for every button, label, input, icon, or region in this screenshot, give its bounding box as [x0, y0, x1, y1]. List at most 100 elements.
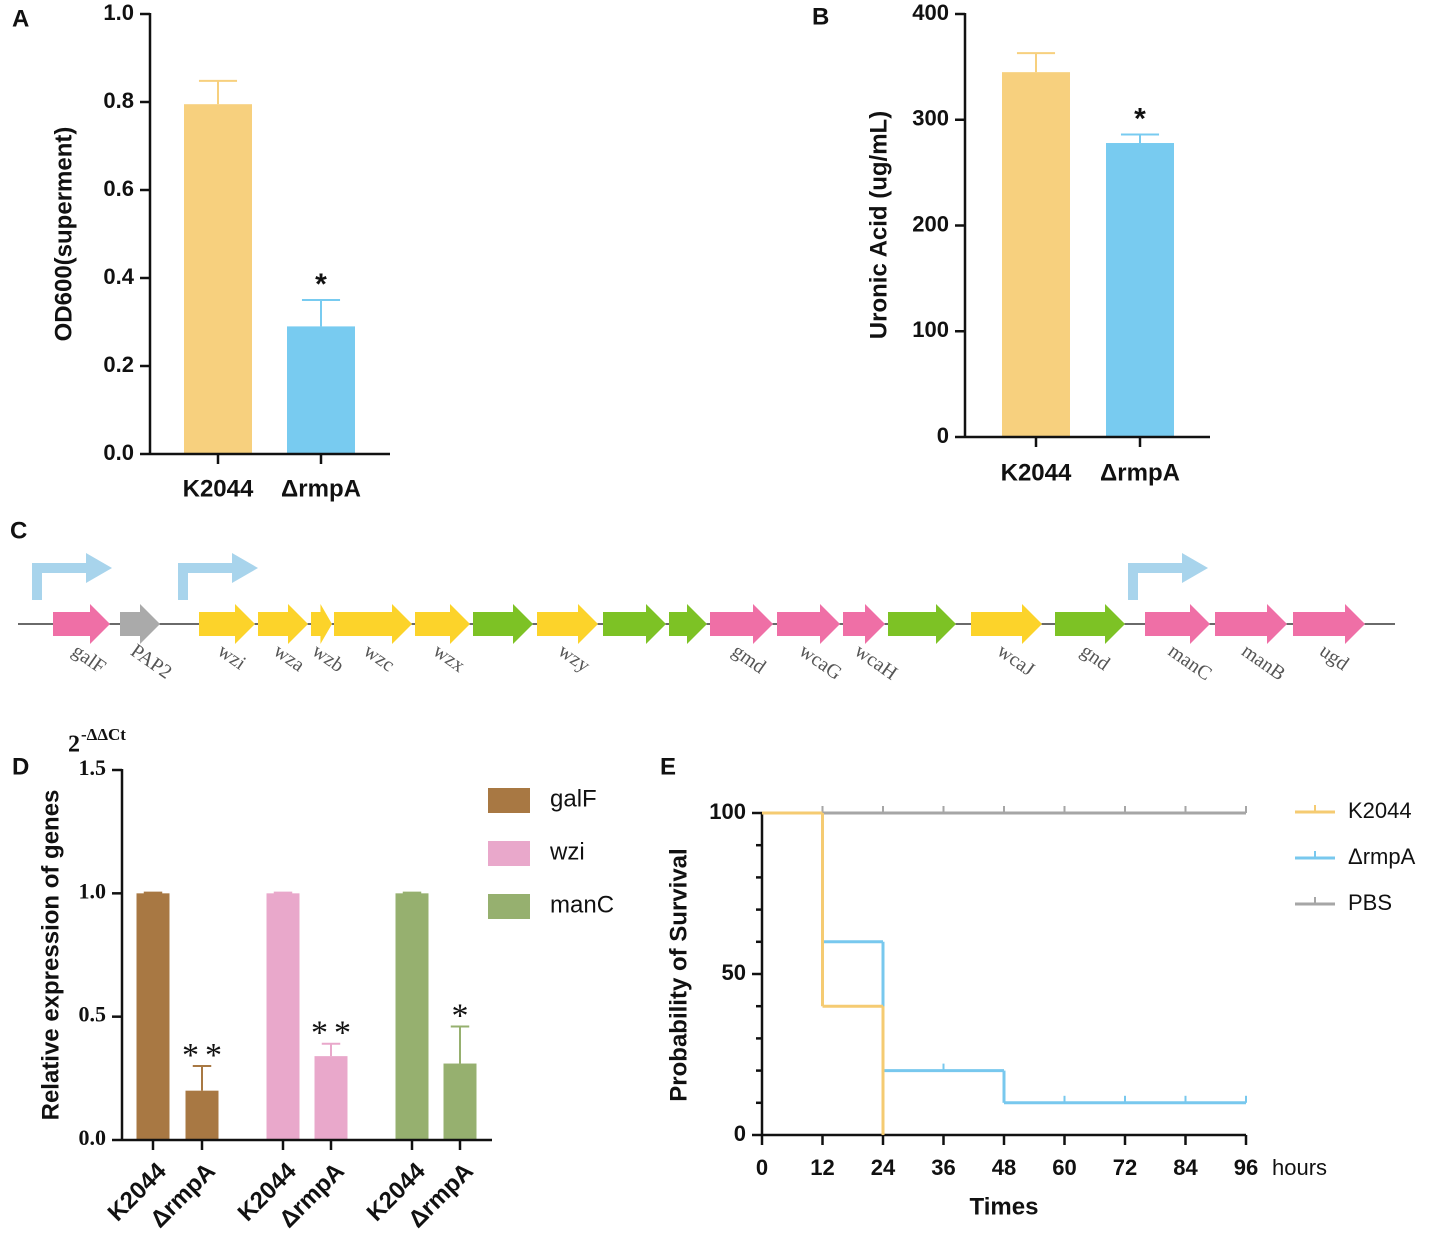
y-unit-base: 2	[68, 732, 80, 758]
gene-arrow	[1055, 604, 1125, 644]
y-tick-label: 200	[912, 211, 949, 236]
y-tick-label: 0.4	[103, 264, 134, 289]
x-tick-label: 72	[1113, 1155, 1137, 1180]
panel-letter: B	[812, 3, 829, 30]
gene-arrow	[777, 604, 840, 644]
legend-label: PBS	[1348, 890, 1392, 915]
gene-arrow	[120, 604, 160, 644]
gene-arrow	[669, 604, 707, 644]
x-unit: hours	[1272, 1155, 1327, 1180]
legend-label: wzi	[549, 838, 585, 865]
legend-swatch	[488, 841, 530, 866]
y-tick-label: 400	[912, 0, 949, 25]
gene-label: ugd	[1315, 640, 1352, 675]
x-tick-label: 24	[871, 1155, 896, 1180]
panel-letter: C	[10, 517, 27, 544]
gene-arrow	[53, 604, 110, 644]
significance: *	[452, 997, 475, 1034]
gene-arrow	[334, 604, 412, 644]
significance: *	[315, 268, 327, 301]
gene-label: wcaG	[795, 640, 846, 685]
gene-label: manC	[1164, 640, 1216, 685]
gene-label: wzb	[308, 640, 348, 677]
panel-letter: D	[12, 753, 29, 780]
promoter-arrow	[1128, 563, 1186, 600]
gene-arrow	[258, 604, 308, 644]
legend-label: ΔrmpA	[1348, 844, 1416, 869]
promoter-arrow	[178, 563, 236, 600]
y-axis-label: OD600(superment)	[50, 127, 77, 342]
y-axis-label: Probability of Survival	[665, 848, 692, 1101]
x-tick-label: 48	[992, 1155, 1016, 1180]
bar	[1106, 143, 1174, 437]
y-tick-label: 50	[722, 960, 746, 985]
bar	[395, 893, 429, 1140]
significance: *	[1134, 102, 1146, 135]
legend-label: K2044	[1348, 798, 1412, 823]
bar	[184, 104, 252, 454]
gene-arrow	[710, 604, 773, 644]
bar	[443, 1063, 477, 1140]
legend-swatch	[488, 894, 530, 919]
gene-label: PAP2	[126, 640, 175, 684]
gene-label: galF	[68, 640, 110, 678]
gene-label: wzx	[429, 640, 469, 677]
gene-label: gmd	[728, 640, 770, 678]
x-tick-label: ΔrmpA	[1100, 459, 1180, 486]
gene-label: wzy	[554, 640, 594, 677]
gene-arrow	[603, 604, 666, 644]
promoter-arrow	[32, 563, 90, 600]
y-tick-label: 0.5	[79, 1002, 107, 1027]
y-tick-label: 0.8	[103, 88, 134, 113]
gene-label: wcaH	[850, 640, 901, 685]
gene-arrow	[888, 604, 956, 644]
bar	[1002, 72, 1070, 437]
bar	[314, 1056, 348, 1140]
gene-label: wza	[269, 640, 308, 677]
bar	[136, 893, 170, 1140]
y-tick-label: 300	[912, 106, 949, 131]
significance: **	[182, 1037, 228, 1074]
gene-label: gnd	[1076, 640, 1113, 675]
y-tick-label: 100	[912, 317, 949, 342]
y-tick-label: 0.0	[79, 1125, 107, 1150]
y-unit-exponent: -ΔΔCt	[81, 725, 126, 744]
legend-swatch	[488, 788, 530, 813]
y-tick-label: 0	[937, 423, 949, 448]
bar	[287, 326, 355, 454]
gene-arrow	[473, 604, 533, 644]
x-tick-label: 0	[756, 1155, 768, 1180]
gene-arrow	[537, 604, 598, 644]
y-tick-label: 1.0	[79, 878, 107, 903]
promoter-head	[86, 553, 112, 583]
gene-label: wzc	[359, 640, 398, 677]
y-tick-label: 0.2	[103, 352, 134, 377]
y-tick-label: 0.6	[103, 176, 134, 201]
y-tick-label: 0	[734, 1121, 746, 1146]
legend-label: galF	[550, 785, 597, 812]
gene-label: wcaJ	[993, 640, 1039, 681]
x-tick-label: 96	[1234, 1155, 1258, 1180]
legend-label: manC	[550, 891, 614, 918]
gene-arrow	[1145, 604, 1210, 644]
y-axis-label: Relative expression of genes	[37, 790, 64, 1121]
gene-arrow	[415, 604, 470, 644]
x-tick-label: ΔrmpA	[281, 475, 361, 502]
y-tick-label: 100	[709, 799, 746, 824]
significance: **	[311, 1015, 357, 1052]
y-tick-label: 0.0	[103, 440, 134, 465]
promoter-head	[232, 553, 258, 583]
panel-letter: E	[660, 753, 676, 780]
y-tick-label: 1.5	[79, 755, 107, 780]
x-axis-label: Times	[970, 1193, 1039, 1220]
gene-arrow	[199, 604, 255, 644]
promoter-head	[1182, 553, 1208, 583]
x-tick-label: K2044	[183, 475, 254, 502]
x-tick-label: K2044	[1001, 459, 1072, 486]
x-tick-label: 60	[1052, 1155, 1076, 1180]
gene-arrow	[1215, 604, 1287, 644]
gene-label: manB	[1237, 640, 1289, 685]
gene-arrow	[311, 604, 332, 644]
y-tick-label: 1.0	[103, 0, 134, 25]
y-axis-label: Uronic Acid (ug/mL)	[865, 111, 892, 339]
